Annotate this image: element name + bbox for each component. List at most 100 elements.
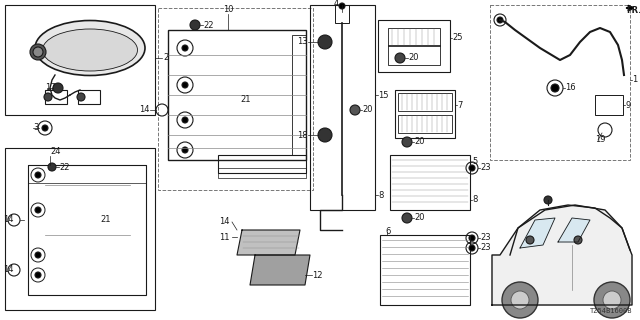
Bar — [5, 5, 155, 115]
Circle shape — [44, 93, 52, 101]
Text: 3: 3 — [33, 124, 38, 132]
Bar — [78, 90, 100, 104]
Text: 14: 14 — [140, 106, 150, 115]
Circle shape — [48, 163, 56, 171]
Text: 14: 14 — [3, 266, 13, 275]
Bar — [490, 5, 630, 160]
Text: 17: 17 — [45, 84, 56, 92]
Text: 12: 12 — [312, 270, 323, 279]
Polygon shape — [250, 255, 310, 285]
Text: 6: 6 — [385, 228, 390, 236]
Circle shape — [502, 282, 538, 318]
Circle shape — [339, 3, 345, 9]
Text: 2: 2 — [163, 53, 168, 62]
Circle shape — [35, 207, 41, 213]
Text: 4: 4 — [333, 0, 339, 7]
Circle shape — [395, 53, 405, 63]
Circle shape — [53, 83, 63, 93]
Bar — [5, 148, 155, 310]
Circle shape — [35, 272, 41, 278]
Text: 15: 15 — [378, 91, 388, 100]
Circle shape — [318, 35, 332, 49]
Bar — [310, 5, 375, 210]
Circle shape — [182, 147, 188, 153]
Text: 10: 10 — [223, 5, 233, 14]
Bar — [395, 90, 455, 138]
Bar — [398, 115, 452, 133]
Bar — [388, 45, 440, 65]
Text: 18: 18 — [298, 131, 308, 140]
Text: 14: 14 — [220, 218, 230, 227]
Text: 20: 20 — [414, 138, 424, 147]
Bar — [168, 30, 306, 160]
Bar — [292, 35, 306, 155]
Circle shape — [30, 44, 46, 60]
Circle shape — [77, 93, 85, 101]
Text: 8: 8 — [378, 190, 383, 199]
Circle shape — [469, 245, 475, 251]
Circle shape — [42, 125, 48, 131]
Circle shape — [544, 196, 552, 204]
Bar — [390, 155, 470, 210]
Circle shape — [594, 282, 630, 318]
Text: 11: 11 — [220, 233, 230, 242]
Text: 9: 9 — [625, 100, 630, 109]
Text: 23: 23 — [480, 164, 491, 172]
Text: 23: 23 — [480, 234, 491, 243]
Circle shape — [497, 17, 503, 23]
Text: 24: 24 — [50, 148, 61, 156]
Bar — [378, 20, 450, 72]
Bar — [335, 5, 349, 23]
Text: 13: 13 — [298, 37, 308, 46]
Text: 20: 20 — [414, 213, 424, 222]
Circle shape — [33, 47, 43, 57]
Bar — [398, 93, 452, 111]
Polygon shape — [492, 205, 632, 305]
Circle shape — [318, 128, 332, 142]
Circle shape — [35, 252, 41, 258]
Text: 22: 22 — [59, 163, 70, 172]
Text: 25: 25 — [452, 34, 463, 43]
Circle shape — [182, 117, 188, 123]
Circle shape — [551, 84, 559, 92]
Polygon shape — [237, 230, 300, 255]
Bar — [380, 235, 470, 305]
Bar — [28, 165, 146, 295]
Circle shape — [469, 235, 475, 241]
Polygon shape — [558, 218, 590, 242]
Circle shape — [526, 236, 534, 244]
Bar — [218, 168, 306, 178]
Text: 21: 21 — [100, 215, 111, 225]
Circle shape — [402, 213, 412, 223]
Circle shape — [511, 291, 529, 309]
Text: 16: 16 — [565, 84, 575, 92]
Text: 14: 14 — [3, 215, 13, 225]
Circle shape — [190, 20, 200, 30]
Circle shape — [350, 105, 360, 115]
Bar — [388, 28, 440, 46]
Text: 1: 1 — [632, 76, 637, 84]
Circle shape — [574, 236, 582, 244]
Circle shape — [182, 82, 188, 88]
Text: 7: 7 — [457, 100, 462, 109]
Ellipse shape — [42, 29, 138, 71]
Circle shape — [469, 165, 475, 171]
Circle shape — [182, 45, 188, 51]
Bar — [158, 8, 313, 190]
Bar — [595, 95, 623, 115]
Circle shape — [402, 137, 412, 147]
Bar — [45, 90, 67, 104]
Polygon shape — [520, 218, 555, 248]
Text: 22: 22 — [203, 20, 214, 29]
Text: FR.: FR. — [626, 6, 640, 15]
Bar — [28, 165, 146, 183]
Text: TZ54B1600B: TZ54B1600B — [589, 308, 632, 314]
Circle shape — [603, 291, 621, 309]
Text: 21: 21 — [240, 95, 250, 105]
Bar — [218, 155, 306, 173]
Text: 5: 5 — [472, 157, 477, 166]
Text: 23: 23 — [480, 244, 491, 252]
Circle shape — [35, 172, 41, 178]
Text: 8: 8 — [472, 196, 477, 204]
Text: 19: 19 — [595, 135, 605, 145]
